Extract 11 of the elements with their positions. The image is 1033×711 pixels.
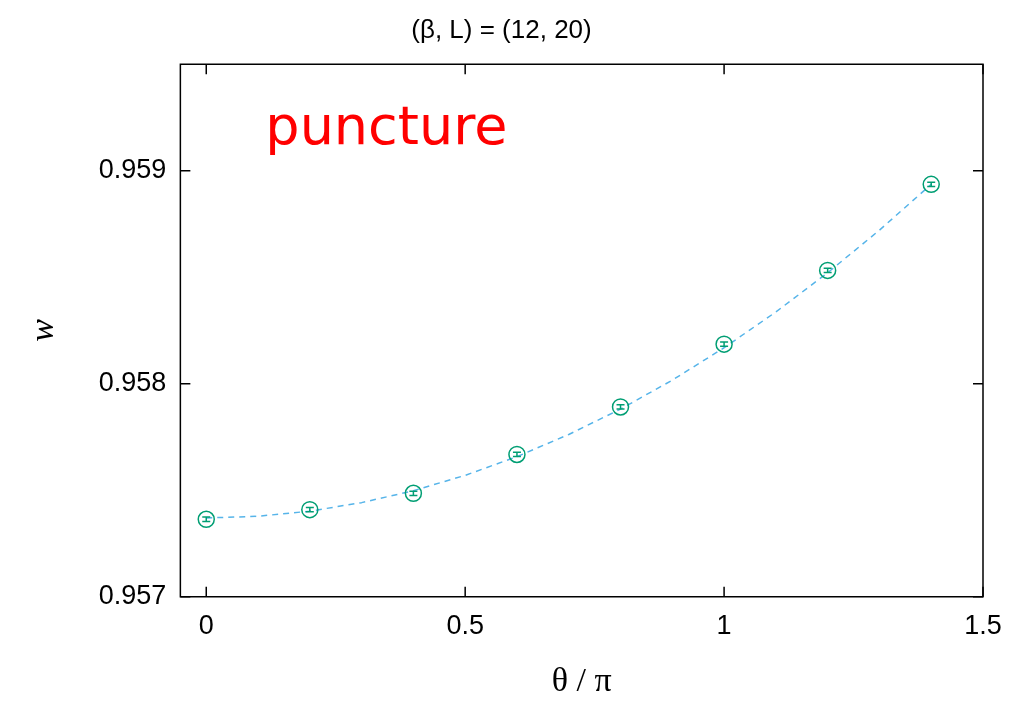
x-axis-title: θ / π xyxy=(551,660,612,698)
chart-title: (β, L) = (12, 20) xyxy=(411,13,592,44)
annotation: puncture xyxy=(265,94,508,158)
y-axis-title: w xyxy=(23,318,61,342)
x-tick-label: 0.5 xyxy=(446,610,484,641)
x-tick-label: 0 xyxy=(198,610,214,641)
x-tick-label: 1 xyxy=(716,610,732,641)
y-tick-label: 0.959 xyxy=(98,154,167,185)
x-tick-label: 1.5 xyxy=(964,610,1002,641)
y-tick-label: 0.958 xyxy=(98,367,167,398)
y-tick-label: 0.957 xyxy=(98,580,167,611)
